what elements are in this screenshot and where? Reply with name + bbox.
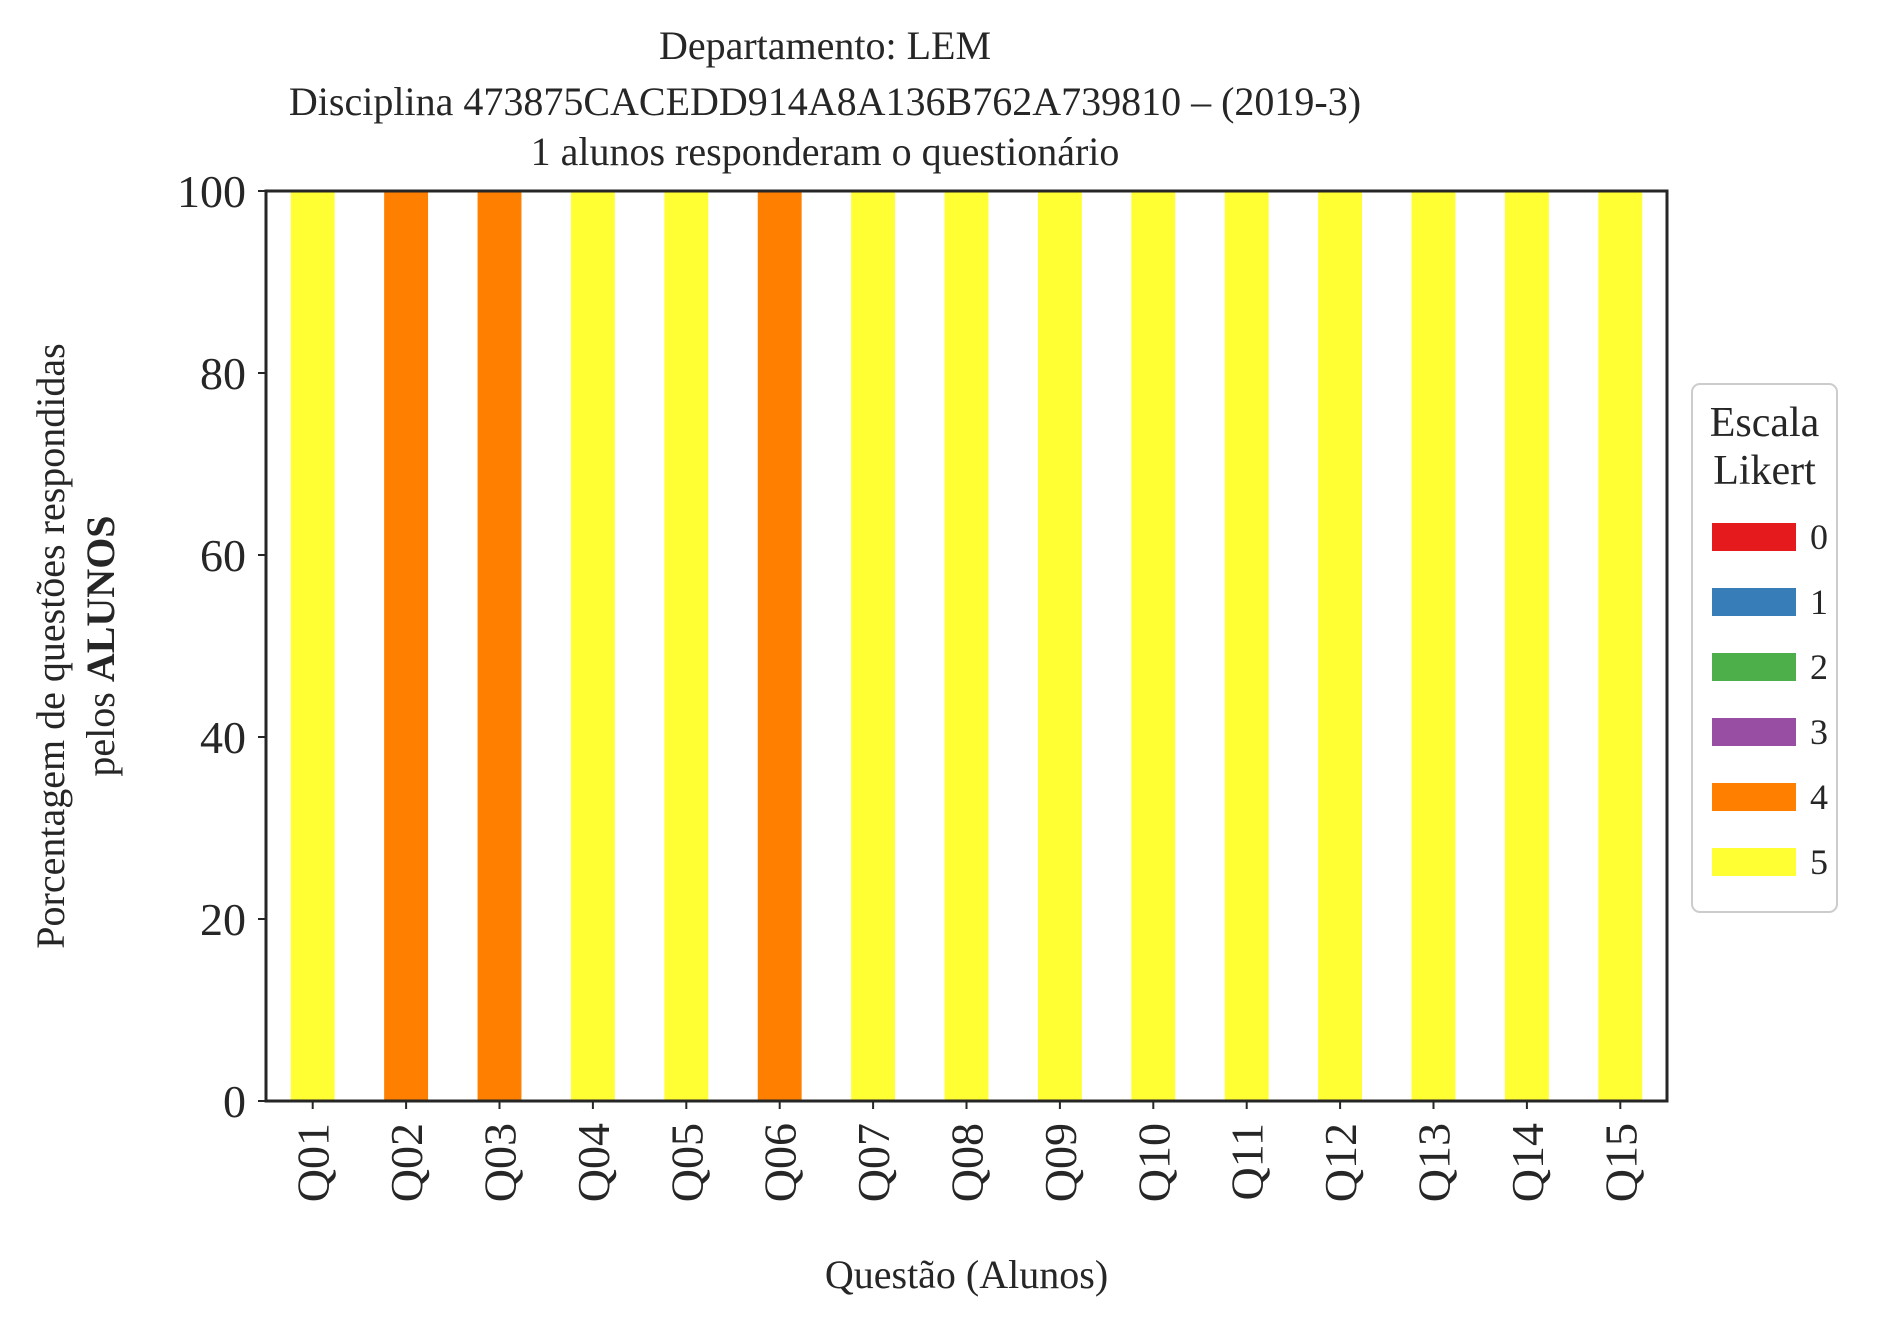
bar-q14-scale-5 — [1504, 191, 1549, 1101]
x-tick-label-q02: Q02 — [381, 1123, 432, 1202]
bar-q10-scale-5 — [1131, 191, 1176, 1101]
legend-swatch-4 — [1712, 783, 1796, 811]
x-tick-label-q14: Q14 — [1502, 1123, 1553, 1202]
bar-q02-scale-4 — [384, 191, 429, 1101]
chart-title-line-2: Disciplina 473875CACEDD914A8A136B762A739… — [288, 79, 1362, 124]
y-axis-label-bold: ALUNOS — [78, 515, 123, 682]
legend: Escala Likert 0 1 2 3 4 5 — [1691, 383, 1838, 913]
y-tick-label-60: 60 — [200, 530, 246, 581]
bar-q04-scale-5 — [570, 191, 615, 1101]
chart-title-line-3: 1 alunos responderam o questionário — [530, 129, 1120, 174]
x-tick-label-q08: Q08 — [942, 1123, 993, 1202]
x-tick-label-q11: Q11 — [1222, 1123, 1273, 1201]
bar-q07-scale-5 — [851, 191, 896, 1101]
x-tick-label-q01: Q01 — [288, 1123, 339, 1202]
x-tick-label-q07: Q07 — [848, 1123, 899, 1202]
y-tick-label-20: 20 — [200, 894, 246, 945]
legend-swatch-5 — [1712, 848, 1796, 876]
legend-label-3: 3 — [1810, 712, 1828, 752]
bar-q06-scale-4 — [757, 191, 802, 1101]
y-axis-label-line-2: pelos ALUNOS — [78, 515, 123, 776]
x-axis-label: Questão (Alunos) — [825, 1252, 1108, 1297]
legend-swatch-1 — [1712, 588, 1796, 616]
bar-q12-scale-5 — [1318, 191, 1363, 1101]
bar-q08-scale-5 — [944, 191, 989, 1101]
legend-label-2: 2 — [1810, 647, 1828, 687]
legend-label-4: 4 — [1810, 777, 1828, 817]
legend-box — [1691, 383, 1838, 913]
legend-swatch-3 — [1712, 718, 1796, 746]
y-axis-label-prefix: pelos — [78, 682, 123, 776]
legend-title-line-2: Likert — [1713, 448, 1816, 494]
bar-q03-scale-4 — [477, 191, 522, 1101]
legend-swatch-0 — [1712, 523, 1796, 551]
y-tick-label-0: 0 — [223, 1076, 246, 1127]
bar-q11-scale-5 — [1224, 191, 1269, 1101]
bar-q13-scale-5 — [1411, 191, 1456, 1101]
bars-layer — [290, 191, 1643, 1101]
x-tick-label-q12: Q12 — [1315, 1123, 1366, 1202]
x-tick-label-q10: Q10 — [1128, 1123, 1179, 1202]
legend-title-line-1: Escala — [1710, 400, 1820, 446]
x-tick-label-q03: Q03 — [475, 1123, 526, 1202]
y-axis-label: Porcentagem de questões respondidas pelo… — [28, 343, 123, 948]
legend-label-1: 1 — [1810, 582, 1828, 622]
y-tick-label-100: 100 — [177, 166, 246, 217]
x-tick-label-q05: Q05 — [661, 1123, 712, 1202]
y-tick-label-80: 80 — [200, 348, 246, 399]
y-axis: 0 20 40 60 80 100 — [177, 166, 266, 1127]
x-tick-label-q09: Q09 — [1035, 1123, 1086, 1202]
x-axis: Q01 Q02 Q03 Q04 Q05 Q06 Q07 Q08 Q09 Q10 Q11 Q12 Q13 Q… — [288, 1101, 1646, 1202]
legend-label-5: 5 — [1810, 842, 1828, 882]
bar-q01-scale-5 — [290, 191, 335, 1101]
x-tick-label-q06: Q06 — [755, 1123, 806, 1202]
chart-title-line-1: Departamento: LEM — [658, 23, 992, 68]
x-tick-label-q04: Q04 — [568, 1123, 619, 1202]
x-tick-label-q15: Q15 — [1595, 1123, 1646, 1202]
x-tick-label-q13: Q13 — [1409, 1123, 1460, 1202]
y-tick-label-40: 40 — [200, 712, 246, 763]
bar-q05-scale-5 — [664, 191, 709, 1101]
bar-q15-scale-5 — [1598, 191, 1643, 1101]
legend-label-0: 0 — [1810, 517, 1828, 557]
y-axis-label-line-1: Porcentagem de questões respondidas — [28, 343, 73, 948]
legend-items: 0 1 2 3 4 5 — [1712, 517, 1828, 882]
legend-swatch-2 — [1712, 653, 1796, 681]
bar-q09-scale-5 — [1037, 191, 1082, 1101]
